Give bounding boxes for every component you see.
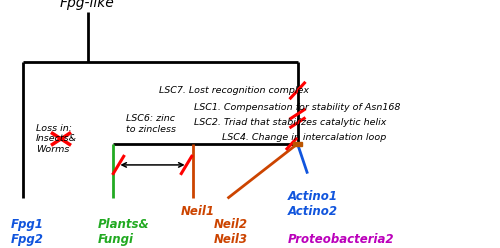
Text: LSC7. Lost recognition complex: LSC7. Lost recognition complex xyxy=(159,86,309,95)
Text: LSC2. Triad that stabilizes catalytic helix: LSC2. Triad that stabilizes catalytic he… xyxy=(194,118,386,127)
Text: Fpg1
Fpg2: Fpg1 Fpg2 xyxy=(11,217,44,246)
Text: Plants&
Fungi: Plants& Fungi xyxy=(98,217,149,246)
Text: Loss in:
Insects&
Worms: Loss in: Insects& Worms xyxy=(36,124,77,154)
Text: Proteobacteria2: Proteobacteria2 xyxy=(288,233,394,246)
Text: LSC1. Compensation for stability of Asn168: LSC1. Compensation for stability of Asn1… xyxy=(194,103,400,112)
Bar xyxy=(293,142,302,146)
Text: Fpg-like: Fpg-like xyxy=(60,0,115,10)
Text: Neil1: Neil1 xyxy=(181,205,215,218)
Text: Actino1
Actino2: Actino1 Actino2 xyxy=(288,190,338,218)
Text: Neil2
Neil3: Neil2 Neil3 xyxy=(214,217,248,246)
Text: LSC6: zinc
to zincless: LSC6: zinc to zincless xyxy=(126,114,176,134)
Text: LSC4. Change in intercalation loop: LSC4. Change in intercalation loop xyxy=(222,133,387,142)
